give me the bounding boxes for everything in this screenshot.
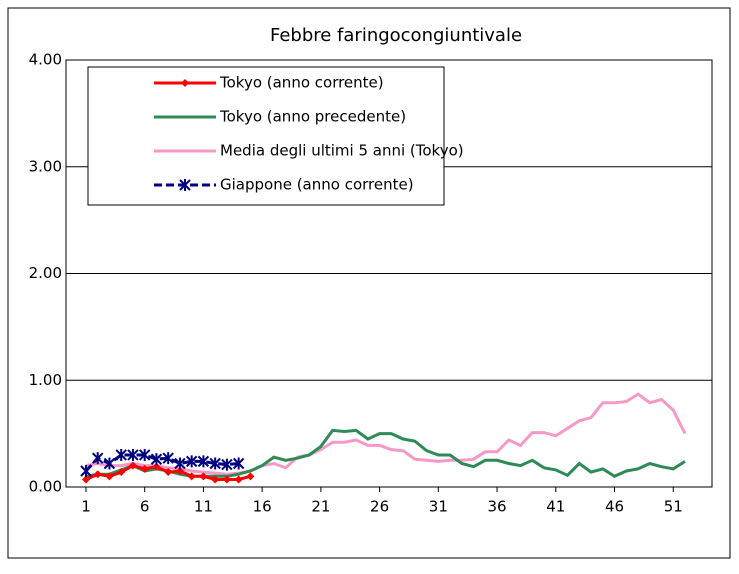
series-line: [84, 453, 239, 473]
x-tick-label: 21: [311, 498, 330, 516]
marker: [199, 472, 208, 481]
x-tick-label: 26: [370, 498, 389, 516]
marker: [175, 466, 184, 475]
marker: [209, 457, 221, 470]
x-tick-label: 46: [605, 498, 624, 516]
legend-label: Tokyo (anno corrente): [219, 74, 384, 92]
marker: [234, 475, 243, 484]
x-tick-label: 11: [194, 498, 213, 516]
legend-marker: [181, 79, 189, 87]
marker: [164, 468, 173, 477]
y-tick-label: 1.00: [29, 371, 62, 389]
marker: [150, 453, 163, 466]
y-tick-label: 4.00: [29, 51, 62, 69]
marker: [140, 464, 149, 473]
x-tick-label: 6: [140, 498, 150, 516]
legend-marker: [179, 179, 191, 191]
marker: [115, 448, 127, 461]
chart-title: Febbre faringocongiuntivale: [270, 25, 522, 46]
marker: [103, 457, 116, 470]
y-tick-label: 0.00: [29, 478, 62, 496]
marker: [127, 448, 139, 461]
marker: [80, 464, 92, 477]
y-tick-label: 3.00: [29, 157, 62, 175]
marker: [128, 461, 137, 470]
legend-box: [87, 66, 445, 206]
marker: [92, 452, 104, 465]
x-tick-label: 41: [546, 498, 565, 516]
marker: [197, 455, 210, 468]
x-tick-label: 16: [253, 498, 272, 516]
marker: [232, 457, 245, 470]
marker: [187, 472, 196, 481]
marker: [138, 448, 151, 461]
marker: [81, 475, 90, 484]
legend-label: Media degli ultimi 5 anni (Tokyo): [220, 142, 464, 160]
marker: [221, 458, 233, 471]
x-tick-label: 51: [664, 498, 683, 516]
marker: [246, 472, 255, 481]
y-tick-label: 2.00: [29, 264, 62, 282]
x-tick-label: 1: [81, 498, 91, 516]
x-tick-label: 31: [429, 498, 448, 516]
marker: [222, 475, 231, 484]
marker: [185, 455, 198, 468]
marker: [105, 472, 114, 481]
legend-label: Tokyo (anno precedente): [219, 108, 406, 126]
x-tick-label: 36: [488, 498, 507, 516]
marker: [211, 475, 220, 484]
marker: [162, 452, 174, 465]
series-line: [85, 392, 687, 476]
marker: [174, 457, 186, 470]
legend-label: Giappone (anno corrente): [220, 176, 414, 194]
marker: [152, 462, 161, 471]
marker: [117, 468, 126, 477]
marker: [93, 470, 102, 479]
